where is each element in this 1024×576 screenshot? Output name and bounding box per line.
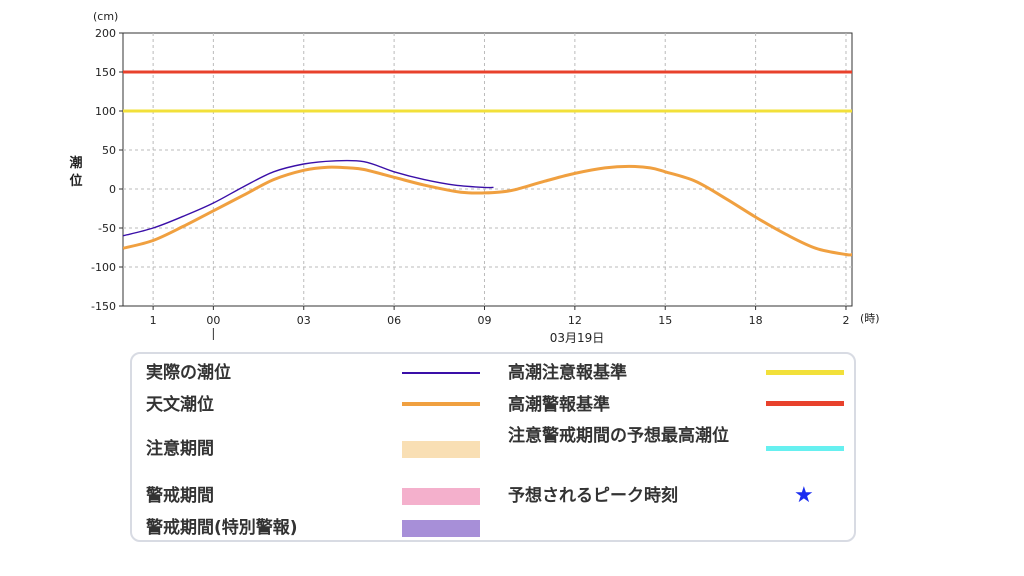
- legend-swatch-actual: [402, 372, 480, 374]
- legend-swatch-advisory-std: [766, 370, 844, 375]
- legend-label-actual: 実際の潮位: [146, 363, 231, 383]
- legend-swatch-peak-forecast: [766, 446, 844, 451]
- x-tick-label: 06: [387, 314, 401, 327]
- legend-label-caution-period: 注意期間: [146, 439, 214, 459]
- y-axis-label-char: 潮: [69, 155, 82, 171]
- x-tick-label: 03: [297, 314, 311, 327]
- legend-label-astro: 天文潮位: [146, 395, 214, 415]
- y-tick-label: -150: [91, 300, 116, 313]
- legend-swatch-warning-special: [402, 520, 480, 537]
- y-tick-label: 0: [109, 183, 116, 196]
- legend-swatch-warning-std: [766, 401, 844, 406]
- x-tick-label: 00: [206, 314, 220, 327]
- legend-swatch-caution-period: [402, 441, 480, 458]
- y-tick-label: 200: [95, 27, 116, 40]
- y-unit-label: (cm): [93, 10, 118, 23]
- x-tick-label: 1: [150, 314, 157, 327]
- star-icon: ★: [794, 483, 814, 508]
- y-tick-label: 100: [95, 105, 116, 118]
- date-label: 03月19日: [550, 331, 605, 345]
- legend-label-warning-std: 高潮警報基準: [508, 395, 610, 415]
- legend-label-warning-special: 警戒期間(特別警報): [146, 518, 298, 538]
- legend-label-advisory-std: 高潮注意報基準: [508, 363, 627, 383]
- series-line-actual: [123, 159, 494, 237]
- x-tick-label: 2: [842, 314, 849, 327]
- legend-swatch-warning-period: [402, 488, 480, 505]
- legend-label-peak-time: 予想されるピーク時刻: [508, 486, 678, 506]
- legend-label-warning-period: 警戒期間: [146, 486, 214, 506]
- y-tick-label: 150: [95, 66, 116, 79]
- legend-label-peak-forecast: 注意警戒期間の予想最高潮位: [508, 426, 729, 446]
- y-tick-label: 50: [102, 144, 116, 157]
- x-unit-label: (時): [860, 312, 880, 325]
- series-line-astronomical: [123, 164, 852, 257]
- x-tick-label: 15: [658, 314, 672, 327]
- y-axis-label-char: 位: [69, 173, 82, 189]
- x-tick-label: 18: [749, 314, 763, 327]
- y-tick-label: -100: [91, 261, 116, 274]
- x-tick-label: 12: [568, 314, 582, 327]
- legend-panel: 実際の潮位 天文潮位 注意期間 警戒期間 警戒期間(特別警報) 高潮注意報基準 …: [130, 352, 856, 542]
- y-tick-label: -50: [98, 222, 116, 235]
- x-tick-label: 09: [477, 314, 491, 327]
- plot-area: [122, 32, 853, 307]
- legend-swatch-astro: [402, 402, 480, 406]
